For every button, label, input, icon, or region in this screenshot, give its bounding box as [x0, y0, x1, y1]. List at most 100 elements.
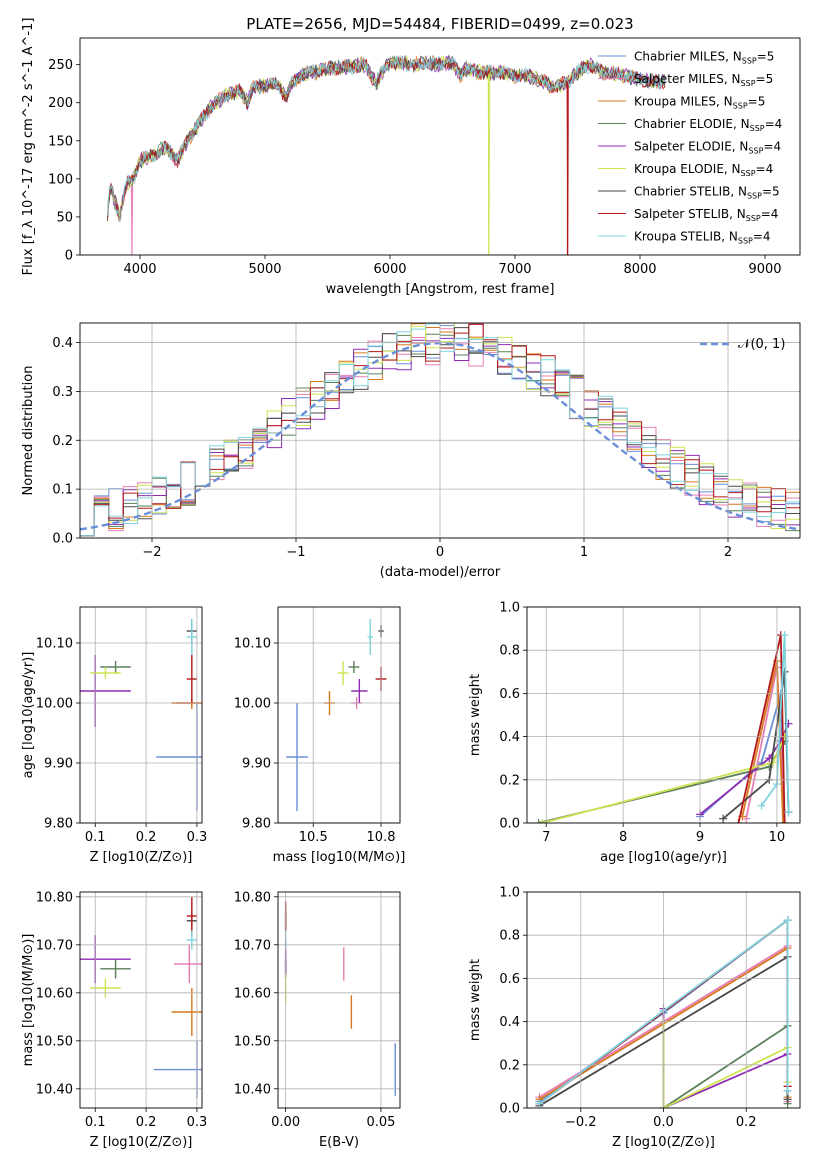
- panel-age-vs-metallicity: 0.1 0.2 0.3 9.80 9.90 10.00 10.10 Z [log10(Z/Z⊙…: [21, 606, 208, 865]
- y-tick-label: 0.4: [499, 730, 520, 745]
- x-tick-label: 5000: [248, 262, 281, 277]
- y-tick-label: 10.70: [36, 938, 73, 953]
- y-tick-label: 0.3: [52, 385, 73, 400]
- x-tick-label: 10.8: [367, 830, 396, 845]
- y-tick-label: 250: [48, 58, 73, 73]
- axes-frame: [526, 891, 801, 1109]
- x-tick-label: 0: [436, 545, 444, 560]
- panel-residual-histogram: −2 −1 0 1 2 0.0 0.1 0.2 0.3 0.4 (data-model)/error…: [21, 322, 801, 580]
- y-tick-label: 9.90: [242, 757, 271, 772]
- x-axis-label: Z [log10(Z/Z⊙)]: [612, 1135, 715, 1150]
- x-tick-label: 0.2: [736, 1115, 757, 1130]
- figure-title: PLATE=2656, MJD=54484, FIBERID=0499, z=0…: [246, 15, 633, 33]
- y-tick-label: 10.50: [36, 1034, 73, 1049]
- plot-area: [107, 54, 666, 255]
- x-tick-label: −0.2: [565, 1115, 597, 1130]
- x-tick-label: 0.05: [366, 1115, 395, 1130]
- y-tick-label: 1.0: [499, 601, 520, 616]
- spectrum-line-salpeter-stelib: [107, 56, 666, 255]
- x-tick-label: 8: [619, 830, 627, 845]
- y-axis-label: Normed distribution: [21, 366, 36, 496]
- x-tick-label: 0.3: [187, 1115, 208, 1130]
- x-axis-label: (data-model)/error: [380, 565, 501, 580]
- axes-frame: [526, 606, 801, 824]
- spectrum-legend: Chabrier MILES, NSSP=5 Salpeter MILES, NS…: [598, 50, 782, 246]
- x-axis-label: mass [log10(M/M⊙)]: [273, 850, 406, 865]
- x-tick-label: 0.2: [136, 830, 157, 845]
- panel-spectrum: 4000 5000 6000 7000 8000 9000 0 50 100 150 200 250 w…: [21, 18, 801, 297]
- legend-entry-kroupa-elodie: Kroupa ELODIE, NSSP=4: [634, 162, 773, 178]
- y-axis-label: mass weight: [468, 959, 483, 1041]
- x-tick-label: 7: [542, 830, 550, 845]
- y-axis-label: Flux [f_λ 10^-17 erg cm^-2 s^-1 A^-1]: [21, 18, 36, 276]
- x-tick-label: 0.2: [136, 1115, 157, 1130]
- x-axis-label: Z [log10(Z/Z⊙)]: [90, 850, 193, 865]
- x-tick-label: 0.3: [187, 830, 208, 845]
- y-tick-label: 0.6: [499, 687, 520, 702]
- axes-frame: [277, 891, 401, 1109]
- legend-entry-salpeter-miles: Salpeter MILES, NSSP=5: [634, 72, 773, 88]
- y-tick-label: 0.6: [499, 972, 520, 987]
- x-axis-label: E(B-V): [319, 1135, 359, 1150]
- x-tick-label: 9000: [748, 262, 781, 277]
- panel-age-vs-mass: 10.5 10.8 9.80 9.90 10.00 10.10 mass [log10(M/…: [234, 606, 406, 865]
- axes-frame: [79, 322, 801, 539]
- x-tick-label: 4000: [123, 262, 156, 277]
- x-tick-label: 10.5: [299, 830, 328, 845]
- y-tick-label: 50: [56, 210, 73, 225]
- y-tick-label: 0.0: [499, 1102, 520, 1117]
- y-tick-label: 100: [48, 172, 73, 187]
- legend-entry-kroupa-stelib: Kroupa STELIB, NSSP=4: [634, 230, 771, 246]
- y-tick-label: 10.80: [234, 890, 271, 905]
- x-tick-label: 8000: [623, 262, 656, 277]
- x-tick-label: −1: [286, 545, 305, 560]
- x-tick-label: 6000: [373, 262, 406, 277]
- y-tick-label: 0.2: [499, 1058, 520, 1073]
- y-tick-label: 9.80: [44, 817, 73, 832]
- weight-line-kroupa-stelib: [538, 918, 789, 1105]
- spectrum-line-chabrier-stelib: [107, 55, 666, 222]
- x-tick-label: 7000: [498, 262, 531, 277]
- x-axis-label: age [log10(age/yr)]: [600, 850, 727, 865]
- y-tick-label: 10.40: [36, 1082, 73, 1097]
- x-tick-label: 0.00: [271, 1115, 300, 1130]
- y-tick-label: 0.4: [499, 1015, 520, 1030]
- y-tick-label: 10.40: [234, 1082, 271, 1097]
- y-tick-label: 0.0: [52, 532, 73, 547]
- y-tick-label: 0.2: [52, 434, 73, 449]
- x-axis-label: Z [log10(Z/Z⊙)]: [90, 1135, 193, 1150]
- y-tick-label: 0.0: [499, 817, 520, 832]
- panel-mass-vs-reddening: 0.00 0.05 10.40 10.50 10.60 10.70 10.80 E(B-V): [234, 890, 401, 1150]
- legend-entry-normal: 𝒩(0, 1): [738, 337, 785, 352]
- y-tick-label: 10.00: [234, 697, 271, 712]
- axes-frame: [79, 37, 801, 256]
- axes-frame: [79, 891, 203, 1109]
- y-tick-label: 0.8: [499, 644, 520, 659]
- weight-line-salpeter-elodie: [699, 723, 790, 816]
- x-tick-label: 2: [724, 545, 732, 560]
- legend-entry-kroupa-miles: Kroupa MILES, NSSP=5: [634, 95, 765, 111]
- y-tick-label: 200: [48, 96, 73, 111]
- y-tick-label: 0.4: [52, 336, 73, 351]
- legend-entry-chabrier-stelib: Chabrier STELIB, NSSP=5: [634, 185, 780, 201]
- panels-layer: 4000 5000 6000 7000 8000 9000050100150200250w…: [21, 18, 801, 1150]
- x-tick-label: 9: [696, 830, 704, 845]
- x-tick-label: 10: [769, 830, 786, 845]
- spectrum-line-kroupa-stelib: [107, 55, 666, 222]
- y-tick-label: 0.8: [499, 929, 520, 944]
- y-tick-label: 10.00: [36, 697, 73, 712]
- legend-entry-salpeter-elodie: Salpeter ELODIE, NSSP=4: [634, 140, 781, 156]
- y-tick-label: 10.60: [36, 986, 73, 1001]
- y-tick-label: 10.50: [234, 1034, 271, 1049]
- panel-mass-vs-metallicity: 0.1 0.2 0.3 10.40 10.50 10.60 10.70 10.80 Z [log…: [21, 890, 208, 1150]
- x-tick-label: 0.1: [85, 830, 106, 845]
- plot-area: [535, 916, 792, 1108]
- y-tick-label: 10.70: [234, 938, 271, 953]
- y-tick-label: 10.80: [36, 890, 73, 905]
- x-axis-label: wavelength [Angstrom, rest frame]: [326, 282, 555, 297]
- y-axis-label: mass weight: [468, 674, 483, 756]
- y-tick-label: 0.1: [52, 483, 73, 498]
- y-axis-label: age [log10(age/yr)]: [21, 652, 36, 779]
- legend-entry-chabrier-miles: Chabrier MILES, NSSP=5: [634, 50, 774, 66]
